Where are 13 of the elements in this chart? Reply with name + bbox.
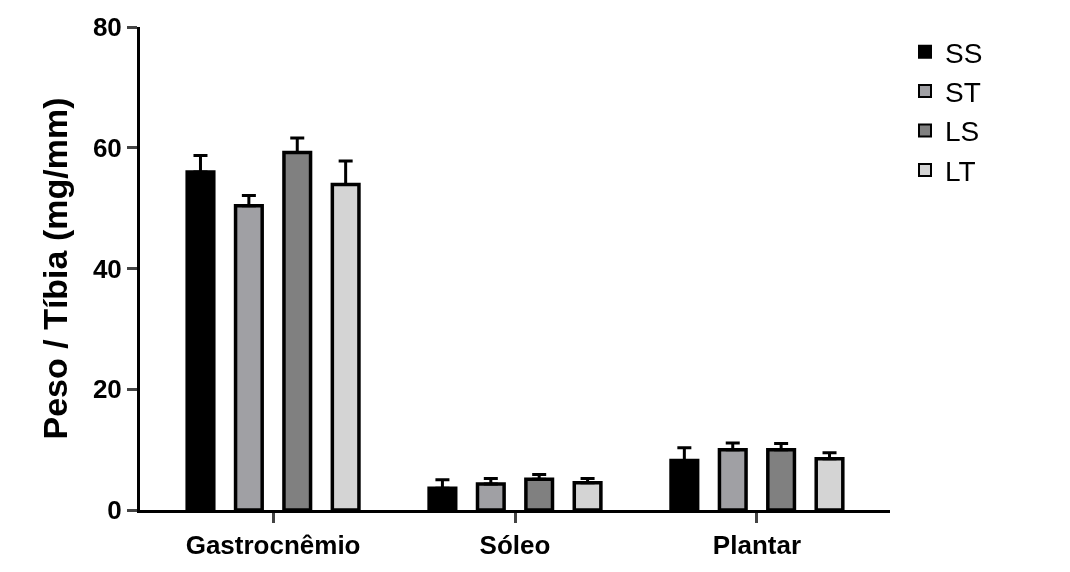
legend-label: LS (945, 116, 980, 148)
x-tick-label: Plantar (712, 530, 802, 561)
y-tick-label: 80 (92, 12, 122, 43)
y-axis-title: Peso / Tíbia (mg/mm) (36, 97, 75, 440)
x-tick-label: Gastrocnêmio (185, 530, 361, 561)
legend-label: LT (945, 155, 976, 187)
x-tick-label: Sóleo (479, 530, 551, 561)
y-tick-label: 20 (92, 374, 122, 405)
legend-label: ST (945, 77, 981, 109)
y-tick-label: 60 (92, 132, 122, 163)
y-tick-label: 0 (107, 495, 122, 526)
legend-label: SS (945, 37, 983, 69)
y-tick-label: 40 (92, 253, 122, 284)
